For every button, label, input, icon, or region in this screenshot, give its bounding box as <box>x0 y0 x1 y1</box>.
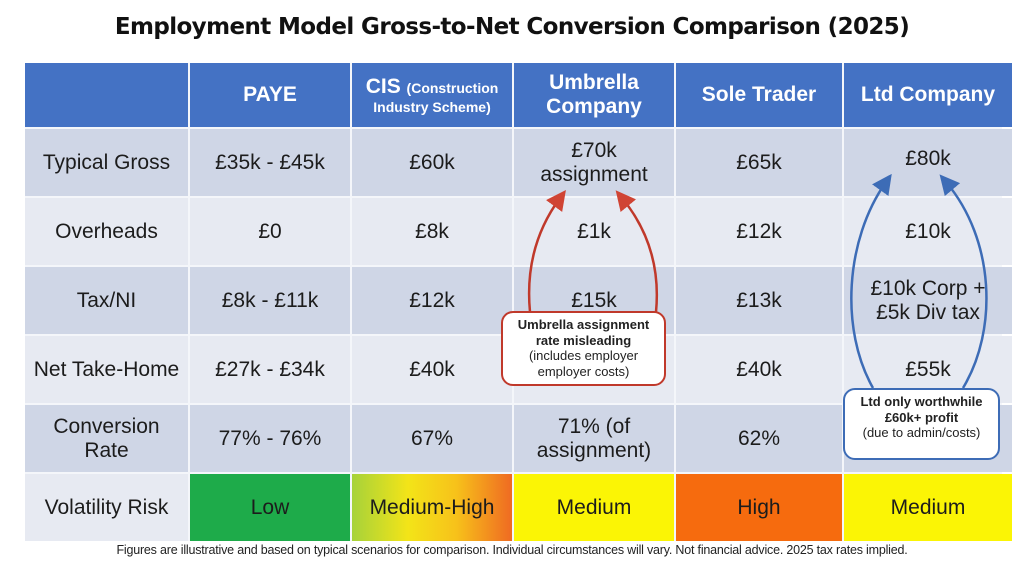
callout-text: £60k+ profit <box>884 409 959 425</box>
table-cell: £12k <box>352 267 512 334</box>
table-cell: 62% <box>676 405 842 472</box>
table-cell: £40k <box>352 336 512 403</box>
header-label: Ltd Company <box>860 83 996 107</box>
header-umbrella: Umbrella Company <box>514 63 674 127</box>
risk-badge-medium-high: Medium-High <box>352 474 512 541</box>
table-cell: £27k - £34k <box>190 336 350 403</box>
callout-text: (includes employer <box>528 348 639 364</box>
table-cell: £8k - £11k <box>190 267 350 334</box>
table-cell: 77% - 76% <box>190 405 350 472</box>
table-cell: £1k <box>514 198 674 265</box>
header-ltd-company: Ltd Company <box>844 63 1012 127</box>
callout-text: (due to admin/costs) <box>862 425 981 441</box>
row-label-volatility-risk: Volatility Risk <box>25 474 188 541</box>
row-label-typical-gross: Typical Gross <box>25 129 188 196</box>
umbrella-callout: Umbrella assignment rate misleading (inc… <box>501 311 666 386</box>
callout-text: rate misleading <box>535 332 632 348</box>
table-cell: £60k <box>352 129 512 196</box>
page-title: Employment Model Gross-to-Net Conversion… <box>114 14 910 40</box>
risk-badge-low: Low <box>190 474 350 541</box>
row-label-conversion-rate: Conversion Rate <box>25 405 188 472</box>
risk-badge-high: High <box>676 474 842 541</box>
ltd-callout: Ltd only worthwhile £60k+ profit (due to… <box>843 388 1000 460</box>
table-cell: £70k assignment <box>514 129 674 196</box>
table-cell: £35k - £45k <box>190 129 350 196</box>
header-sole-trader: Sole Trader <box>676 63 842 127</box>
header-paye: PAYE <box>190 63 350 127</box>
header-label: Umbrella Company <box>546 71 642 118</box>
footnote: Figures are illustrative and based on ty… <box>116 543 908 557</box>
header-corner <box>25 63 188 127</box>
table-cell: 67% <box>352 405 512 472</box>
row-label-tax-ni: Tax/NI <box>25 267 188 334</box>
row-label-net-take-home: Net Take-Home <box>25 336 188 403</box>
table-cell: £10k Corp + £5k Div tax <box>844 267 1012 334</box>
callout-text: employer costs) <box>537 363 630 379</box>
header-label: Sole Trader <box>701 83 817 107</box>
table-cell: £10k <box>844 198 1012 265</box>
callout-text: Ltd only worthwhile <box>860 394 983 409</box>
risk-badge-medium: Medium <box>844 474 1012 541</box>
table-cell: £0 <box>190 198 350 265</box>
callout-text: Umbrella assignment <box>517 317 650 332</box>
table-cell: £12k <box>676 198 842 265</box>
risk-badge-medium: Medium <box>514 474 674 541</box>
table-cell: £80k <box>844 129 1012 196</box>
header-label: CIS <box>365 74 401 98</box>
table-cell: £65k <box>676 129 842 196</box>
table-cell: 71% (of assignment) <box>514 405 674 472</box>
header-cis: CIS (Construction Industry Scheme) <box>352 63 512 127</box>
table-cell: £8k <box>352 198 512 265</box>
comparison-table: PAYE CIS (Construction Industry Scheme) … <box>25 63 1012 541</box>
row-label-overheads: Overheads <box>25 198 188 265</box>
table-cell: £13k <box>676 267 842 334</box>
table-cell: £40k <box>676 336 842 403</box>
header-label: PAYE <box>243 83 297 107</box>
